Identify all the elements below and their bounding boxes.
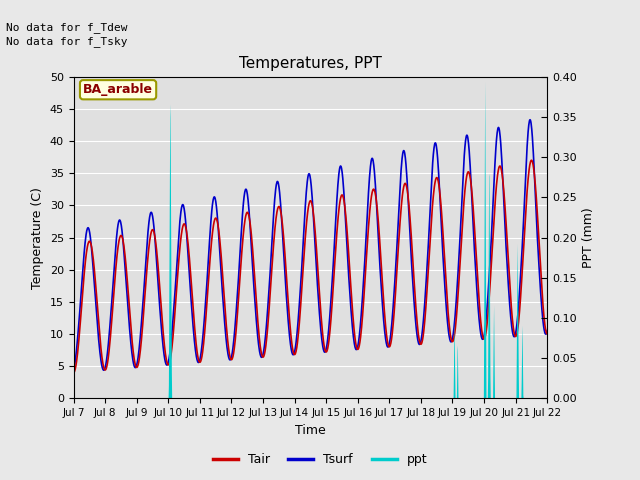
X-axis label: Time: Time: [295, 424, 326, 437]
Text: No data for f_Tdew: No data for f_Tdew: [6, 22, 128, 33]
Text: BA_arable: BA_arable: [83, 83, 153, 96]
Y-axis label: PPT (mm): PPT (mm): [582, 207, 595, 268]
Y-axis label: Temperature (C): Temperature (C): [31, 187, 44, 288]
Text: No data for f_Tsky: No data for f_Tsky: [6, 36, 128, 47]
Legend: Tair, Tsurf, ppt: Tair, Tsurf, ppt: [207, 448, 433, 471]
Title: Temperatures, PPT: Temperatures, PPT: [239, 57, 382, 72]
